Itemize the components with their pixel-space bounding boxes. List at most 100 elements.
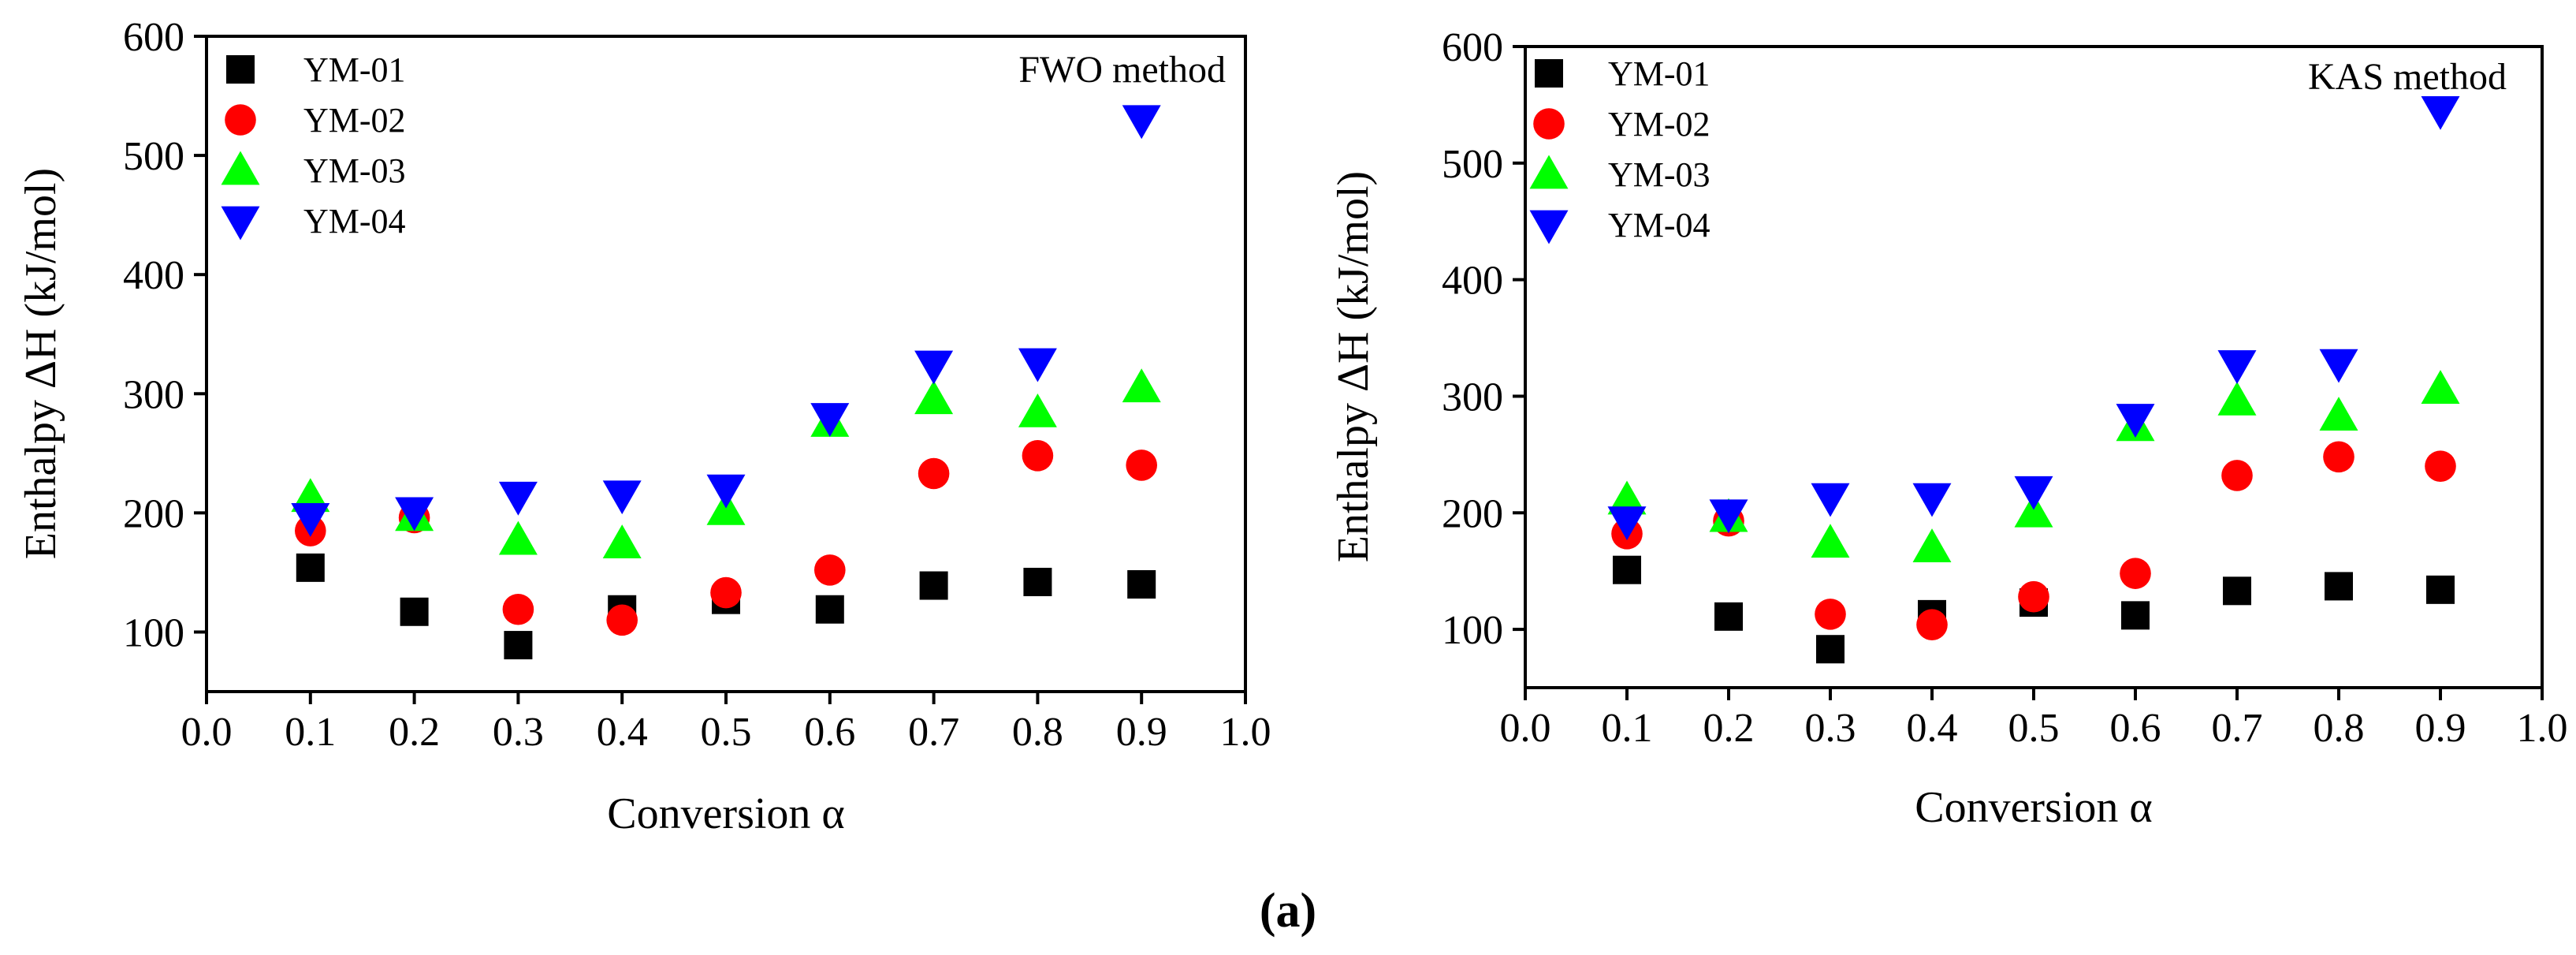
data-point xyxy=(1127,570,1156,599)
data-point xyxy=(395,497,434,532)
data-point xyxy=(2120,558,2151,589)
legend: YM-01 YM-02 YM-03 YM-04 xyxy=(1529,54,1711,244)
x-tick-label: 0.7 xyxy=(908,710,959,755)
x-tick-label: 1.0 xyxy=(2517,706,2568,751)
x-tick-labels: 0.0 0.1 0.2 0.3 0.4 0.5 0.6 0.7 0.8 0.9 1.0 xyxy=(181,710,1271,755)
y-tick-label: 400 xyxy=(123,253,184,298)
data-point xyxy=(914,380,954,415)
data-point xyxy=(914,350,954,385)
data-point xyxy=(2426,575,2455,604)
x-tick-label: 0.0 xyxy=(1500,706,1551,751)
x-tick-label: 0.6 xyxy=(2110,706,2161,751)
data-point xyxy=(2223,576,2251,606)
y-tick-label: 500 xyxy=(123,134,184,179)
x-tick-label: 0.5 xyxy=(701,710,752,755)
data-point xyxy=(2323,441,2355,473)
data-point xyxy=(1613,555,1641,584)
data-point xyxy=(1916,609,1948,640)
legend: YM-01 YM-02 YM-03 YM-04 xyxy=(221,50,406,241)
data-point xyxy=(296,553,325,582)
chart-kas: 0.0 0.1 0.2 0.3 0.4 0.5 0.6 0.7 0.8 0.9 1.0 100 200… xyxy=(1329,25,2568,832)
legend-marker xyxy=(1533,108,1565,140)
y-tick-label: 100 xyxy=(123,610,184,655)
data-point xyxy=(1709,499,1748,534)
axis-ticks xyxy=(194,35,1247,704)
x-tick-label: 0.9 xyxy=(2415,706,2466,751)
y-tick-label: 500 xyxy=(1442,142,1503,187)
x-tick-label: 0.1 xyxy=(1602,706,1653,751)
axis-ticks xyxy=(1513,45,2544,700)
data-point xyxy=(2421,95,2460,130)
legend-marker xyxy=(1529,155,1569,189)
data-point xyxy=(2014,493,2053,528)
data-point xyxy=(1018,348,1057,382)
legend-label: YM-01 xyxy=(1608,54,1711,93)
x-tick-label: 0.3 xyxy=(493,710,544,755)
chart-title: KAS method xyxy=(2308,56,2507,98)
data-point xyxy=(400,597,429,626)
data-point xyxy=(810,403,850,437)
y-tick-label: 200 xyxy=(1442,491,1503,536)
x-tick-label: 0.7 xyxy=(2212,706,2263,751)
data-point xyxy=(1126,450,1157,481)
legend-label: YM-03 xyxy=(303,151,406,190)
data-point xyxy=(919,571,948,600)
data-point xyxy=(291,503,330,537)
data-point xyxy=(602,480,642,515)
legend-marker xyxy=(1535,59,1563,88)
data-point xyxy=(606,604,638,636)
x-tick-label: 0.2 xyxy=(1703,706,1755,751)
data-point xyxy=(1912,528,1952,562)
data-point xyxy=(1023,567,1052,596)
legend-marker xyxy=(1529,210,1569,244)
data-point xyxy=(2121,601,2150,630)
data-point xyxy=(1815,599,1846,630)
y-tick-label: 400 xyxy=(1442,259,1503,304)
y-axis-title: Enthalpy ΔH (kJ/mol) xyxy=(1329,171,1378,562)
data-point xyxy=(815,595,844,624)
data-point xyxy=(814,554,846,586)
data-points xyxy=(291,105,1161,660)
legend-label: YM-02 xyxy=(1608,105,1711,144)
x-tick-label: 0.0 xyxy=(181,710,233,755)
panel-label: (a) xyxy=(1260,884,1316,938)
x-tick-labels: 0.0 0.1 0.2 0.3 0.4 0.5 0.6 0.7 0.8 0.9 1.0 xyxy=(1500,706,2568,751)
legend-label: YM-04 xyxy=(1608,206,1711,244)
legend-marker xyxy=(221,151,260,185)
x-axis-title: Conversion α xyxy=(607,789,845,838)
chart-title: FWO method xyxy=(1018,49,1226,91)
data-point xyxy=(2319,397,2358,431)
x-tick-label: 0.8 xyxy=(2314,706,2365,751)
data-points xyxy=(1607,95,2460,664)
data-point xyxy=(1816,635,1845,664)
x-tick-label: 0.3 xyxy=(1805,706,1856,751)
x-tick-label: 0.8 xyxy=(1012,710,1063,755)
data-point xyxy=(1912,483,1952,517)
data-point xyxy=(1122,105,1161,140)
data-point xyxy=(2014,476,2053,510)
x-tick-label: 0.4 xyxy=(597,710,648,755)
data-point xyxy=(2116,404,2155,438)
data-point xyxy=(1122,368,1161,403)
x-axis-title: Conversion α xyxy=(1915,783,2153,832)
legend-label: YM-01 xyxy=(303,50,406,89)
y-tick-labels: 100 200 300 400 500 600 xyxy=(1442,25,1503,653)
data-point xyxy=(918,457,950,490)
x-tick-label: 0.1 xyxy=(285,710,336,755)
y-tick-label: 200 xyxy=(123,491,184,536)
data-point xyxy=(1018,393,1057,427)
x-tick-label: 0.5 xyxy=(2008,706,2060,751)
chart-fwo: 0.0 0.1 0.2 0.3 0.4 0.5 0.6 0.7 0.8 0.9 1.0 100 200… xyxy=(17,15,1271,838)
y-tick-label: 100 xyxy=(1442,608,1503,653)
x-tick-label: 1.0 xyxy=(1220,710,1271,755)
y-tick-labels: 100 200 300 400 500 600 xyxy=(123,15,184,655)
data-point xyxy=(1811,524,1850,558)
legend-marker xyxy=(226,55,255,84)
x-tick-label: 0.6 xyxy=(804,710,855,755)
legend-marker xyxy=(225,104,256,136)
data-point xyxy=(1022,440,1054,472)
legend-label: YM-03 xyxy=(1608,155,1711,194)
data-point xyxy=(1607,480,1647,515)
data-point xyxy=(2217,381,2257,416)
